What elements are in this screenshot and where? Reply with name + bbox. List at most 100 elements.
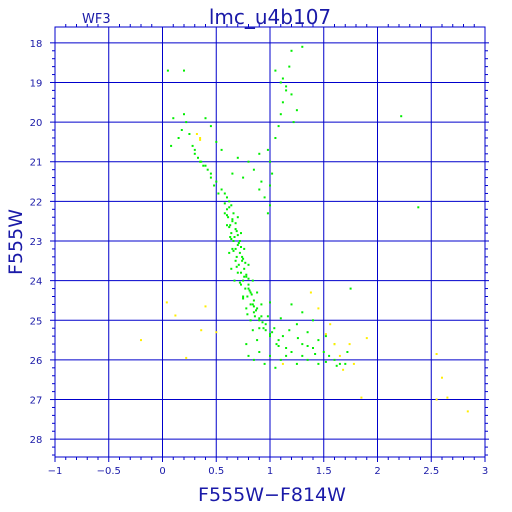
outlier-point	[309, 291, 312, 294]
star-point	[233, 236, 236, 238]
star-point	[238, 240, 241, 242]
star-point	[328, 354, 331, 357]
star-point	[247, 354, 250, 357]
star-point	[317, 339, 320, 342]
star-point	[275, 343, 278, 346]
star-point	[172, 117, 175, 120]
star-point	[235, 230, 238, 233]
y-tick-label: 28	[30, 435, 43, 446]
star-point	[235, 255, 238, 258]
star-point	[285, 347, 288, 349]
star-point	[252, 168, 255, 171]
star-point	[230, 238, 233, 240]
star-point	[251, 303, 254, 306]
star-point	[312, 319, 314, 322]
star-point	[290, 351, 293, 353]
star-point	[236, 271, 239, 274]
star-point	[209, 176, 212, 179]
star-point	[226, 224, 228, 227]
star-point	[243, 275, 246, 278]
star-point	[400, 115, 403, 118]
star-point	[234, 228, 237, 231]
star-point	[349, 287, 352, 290]
star-point	[242, 279, 245, 282]
star-point	[202, 164, 205, 167]
star-point	[231, 247, 234, 250]
star-point	[245, 273, 248, 276]
outlier-point	[435, 353, 438, 355]
star-point	[271, 172, 274, 175]
star-point	[247, 160, 250, 163]
star-point	[306, 345, 309, 347]
star-point	[256, 307, 259, 310]
star-point	[185, 121, 188, 124]
star-point	[223, 202, 226, 205]
star-point	[277, 345, 280, 347]
x-tick-label: 0	[159, 466, 165, 477]
y-tick-label: 23	[30, 237, 43, 248]
star-point	[223, 212, 226, 215]
star-point	[252, 299, 255, 302]
star-point	[228, 251, 231, 254]
star-point	[258, 317, 261, 320]
outlier-point	[195, 133, 198, 135]
outlier-point	[333, 343, 336, 346]
star-point	[317, 362, 320, 365]
star-point	[226, 214, 228, 217]
axis-ticks: −1 −0.5 0 0.5 1 1.5 2 2.5 3 18 19 20 21 22 23 24 25 26 27 2…	[30, 24, 489, 477]
outlier-point	[204, 305, 207, 308]
star-point	[296, 337, 299, 340]
x-tick-label: 2.5	[423, 466, 439, 477]
x-tick-label: −0.5	[97, 466, 121, 477]
x-tick-label: 1	[267, 466, 273, 477]
star-point	[290, 49, 293, 52]
star-point	[236, 234, 239, 237]
star-point	[281, 335, 284, 338]
star-point	[346, 351, 349, 353]
outlier-point	[174, 314, 177, 317]
star-point	[245, 307, 248, 310]
star-point	[228, 226, 231, 229]
star-point	[288, 65, 291, 68]
star-point	[204, 117, 207, 120]
star-point	[269, 160, 271, 163]
star-point	[217, 192, 220, 195]
star-point	[183, 113, 185, 116]
star-point	[246, 313, 249, 316]
star-point	[258, 152, 261, 155]
star-point	[273, 327, 276, 330]
star-point	[166, 69, 169, 72]
outlier-point	[281, 362, 284, 365]
star-point	[227, 216, 230, 219]
star-point	[215, 180, 218, 183]
star-point	[209, 172, 212, 175]
star-point	[204, 164, 207, 167]
y-tick-label: 25	[30, 316, 43, 327]
star-point	[269, 204, 271, 207]
outlier-point	[435, 398, 438, 401]
plot-frame	[54, 26, 486, 458]
star-point	[241, 259, 244, 262]
star-point	[281, 101, 284, 104]
outlier-point	[446, 396, 449, 399]
star-point	[277, 125, 280, 128]
star-point	[240, 232, 242, 235]
outlier-point	[365, 337, 368, 340]
outlier-point	[360, 396, 363, 399]
star-point	[262, 327, 265, 330]
star-point	[228, 206, 231, 209]
outlier-point	[324, 333, 327, 336]
star-point	[258, 188, 261, 191]
star-point	[229, 224, 232, 227]
star-point	[242, 297, 245, 300]
star-point	[324, 360, 327, 363]
star-point	[292, 121, 295, 124]
star-point	[269, 354, 271, 357]
star-point	[233, 279, 236, 282]
star-point	[238, 251, 241, 254]
y-tick-label: 22	[30, 197, 43, 208]
star-point	[193, 148, 196, 151]
star-point	[200, 160, 203, 163]
data-points	[140, 45, 469, 413]
